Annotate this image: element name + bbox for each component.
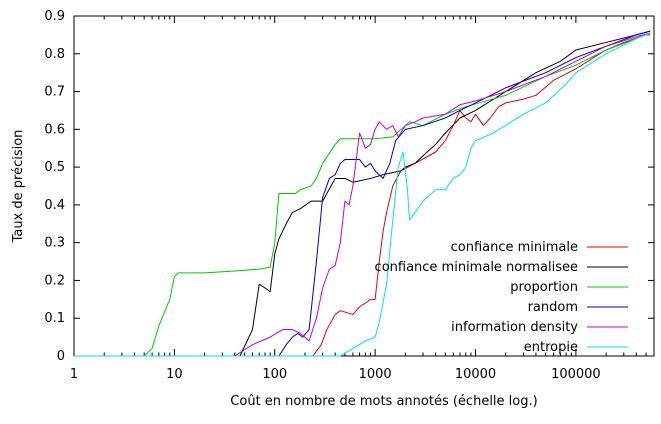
legend-label-entropie: entropie xyxy=(524,340,578,355)
legend-label-confiance-minimale: confiance minimale xyxy=(451,240,578,255)
y-tick-label: 0.4 xyxy=(44,198,65,213)
y-axis-title: Taux de précision xyxy=(11,130,26,244)
series-line-entropie xyxy=(74,32,651,357)
x-tick-label: 1000 xyxy=(359,367,392,382)
y-tick-label: 0.3 xyxy=(44,236,65,251)
series-line-random xyxy=(74,30,651,357)
legend-label-random: random xyxy=(528,300,578,315)
series-line-confiance-minimale xyxy=(74,34,651,357)
y-tick-label: 0.7 xyxy=(44,85,65,100)
x-tick-label: 1 xyxy=(70,367,78,382)
ticks-layer: 0 0.1 0.2 0.3 0.4 0.5 0.6 0.7 0.8 0.9 1 10 100 1000 10… xyxy=(44,9,655,382)
series-layer xyxy=(74,30,651,357)
x-tick-label: 100 xyxy=(262,367,287,382)
y-tick-label: 0.8 xyxy=(44,47,65,62)
x-axis-title: Coût en nombre de mots annotés (échelle … xyxy=(230,394,537,409)
y-tick-label: 0.2 xyxy=(44,273,65,288)
legend: confiance minimale confiance minimale nor… xyxy=(375,240,628,355)
y-tick-label: 0 xyxy=(57,349,65,364)
legend-label-information-density: information density xyxy=(451,320,578,335)
x-tick-label: 10 xyxy=(166,367,183,382)
y-tick-label: 0.1 xyxy=(44,311,65,326)
y-tick-label: 0.6 xyxy=(44,122,65,137)
y-tick-label: 0.5 xyxy=(44,160,65,175)
plot-frame xyxy=(73,15,655,357)
series-line-information-density xyxy=(74,32,651,357)
series-line-confiance-minimale-normalisee xyxy=(74,30,651,357)
x-tick-label: 10000 xyxy=(455,367,496,382)
legend-label-proportion: proportion xyxy=(510,280,578,295)
x-tick-label: 100000 xyxy=(551,367,601,382)
y-tick-label: 0.9 xyxy=(44,9,65,24)
legend-label-confiance-minimale-normalisee: confiance minimale normalisee xyxy=(375,260,578,275)
